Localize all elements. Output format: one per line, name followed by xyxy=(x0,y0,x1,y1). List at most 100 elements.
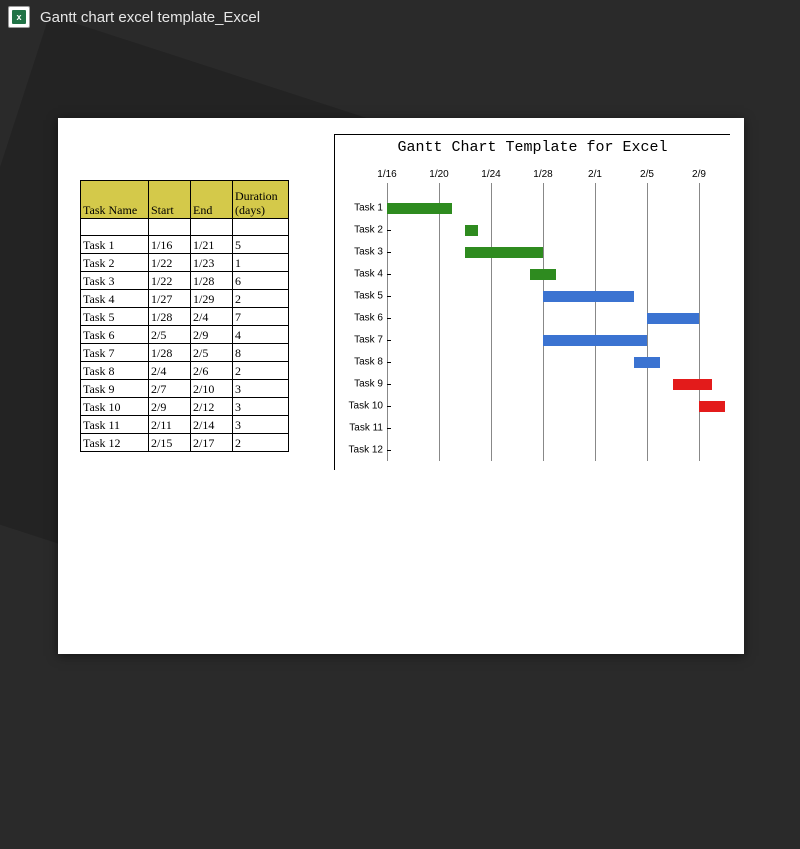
cell[interactable]: 3 xyxy=(233,416,289,434)
cell[interactable]: 1/28 xyxy=(191,272,233,290)
gantt-bar xyxy=(699,401,725,412)
y-tick-mark xyxy=(387,428,391,429)
cell[interactable]: 3 xyxy=(233,398,289,416)
x-tick-label: 2/1 xyxy=(588,169,602,180)
cell[interactable]: 2/5 xyxy=(191,344,233,362)
cell[interactable]: 2/9 xyxy=(149,398,191,416)
cell[interactable]: 2/10 xyxy=(191,380,233,398)
cell[interactable]: Task 6 xyxy=(81,326,149,344)
cell[interactable]: Task 8 xyxy=(81,362,149,380)
cell[interactable] xyxy=(149,219,191,236)
y-tick-label: Task 11 xyxy=(349,423,383,434)
cell[interactable]: Task 4 xyxy=(81,290,149,308)
cell[interactable]: Task 2 xyxy=(81,254,149,272)
cell[interactable]: 2 xyxy=(233,290,289,308)
cell[interactable]: Task 3 xyxy=(81,272,149,290)
table-empty-row xyxy=(81,219,289,236)
y-tick-label: Task 3 xyxy=(354,247,383,258)
cell[interactable] xyxy=(191,219,233,236)
cell[interactable]: 2/17 xyxy=(191,434,233,452)
cell[interactable]: 2/12 xyxy=(191,398,233,416)
col-duration[interactable]: Duration (days) xyxy=(233,181,289,219)
cell[interactable]: 5 xyxy=(233,236,289,254)
y-tick-label: Task 10 xyxy=(349,401,383,412)
chart-plot-area xyxy=(387,197,725,461)
y-tick-mark xyxy=(387,450,391,451)
cell[interactable]: Task 9 xyxy=(81,380,149,398)
cell[interactable]: 6 xyxy=(233,272,289,290)
cell[interactable]: 1/22 xyxy=(149,254,191,272)
table-row: Task 11/161/215 xyxy=(81,236,289,254)
cell[interactable]: 1/29 xyxy=(191,290,233,308)
y-tick-mark xyxy=(387,318,391,319)
table-row: Task 31/221/286 xyxy=(81,272,289,290)
gantt-chart: Gantt Chart Template for Excel 1/161/201… xyxy=(334,134,730,470)
cell[interactable]: Task 1 xyxy=(81,236,149,254)
gantt-bar xyxy=(465,225,478,236)
table-row: Task 122/152/172 xyxy=(81,434,289,452)
cell[interactable]: Task 12 xyxy=(81,434,149,452)
cell[interactable]: 2/11 xyxy=(149,416,191,434)
cell[interactable]: 4 xyxy=(233,326,289,344)
table-row: Task 102/92/123 xyxy=(81,398,289,416)
cell[interactable]: 1/27 xyxy=(149,290,191,308)
y-tick-label: Task 12 xyxy=(349,445,383,456)
table-row: Task 41/271/292 xyxy=(81,290,289,308)
cell[interactable]: 1/28 xyxy=(149,344,191,362)
col-start[interactable]: Start xyxy=(149,181,191,219)
y-tick-label: Task 2 xyxy=(354,225,383,236)
cell[interactable]: 2/4 xyxy=(149,362,191,380)
table-row: Task 51/282/47 xyxy=(81,308,289,326)
x-tick-label: 2/5 xyxy=(640,169,654,180)
y-tick-mark xyxy=(387,362,391,363)
cell[interactable]: 8 xyxy=(233,344,289,362)
y-tick-label: Task 4 xyxy=(354,269,383,280)
table-header-row: Task Name Start End Duration (days) xyxy=(81,181,289,219)
cell[interactable] xyxy=(233,219,289,236)
col-task-name[interactable]: Task Name xyxy=(81,181,149,219)
cell[interactable]: 2 xyxy=(233,362,289,380)
cell[interactable]: 2/6 xyxy=(191,362,233,380)
cell[interactable]: Task 5 xyxy=(81,308,149,326)
cell[interactable]: 2/9 xyxy=(191,326,233,344)
cell[interactable]: 2/14 xyxy=(191,416,233,434)
table-row: Task 21/221/231 xyxy=(81,254,289,272)
table-row: Task 71/282/58 xyxy=(81,344,289,362)
cell[interactable] xyxy=(81,219,149,236)
cell[interactable]: 1/22 xyxy=(149,272,191,290)
cell[interactable]: 2/7 xyxy=(149,380,191,398)
gantt-bar xyxy=(673,379,712,390)
cell[interactable]: 7 xyxy=(233,308,289,326)
y-tick-label: Task 8 xyxy=(354,357,383,368)
cell[interactable]: 2/15 xyxy=(149,434,191,452)
chart-title: Gantt Chart Template for Excel xyxy=(335,139,730,156)
cell[interactable]: 2/4 xyxy=(191,308,233,326)
window-title: Gantt chart excel template_Excel xyxy=(40,9,260,26)
cell[interactable]: Task 10 xyxy=(81,398,149,416)
gantt-bar xyxy=(543,291,634,302)
table-row: Task 92/72/103 xyxy=(81,380,289,398)
table-row: Task 62/52/94 xyxy=(81,326,289,344)
cell[interactable]: 1/28 xyxy=(149,308,191,326)
cell[interactable]: 1/21 xyxy=(191,236,233,254)
table-row: Task 112/112/143 xyxy=(81,416,289,434)
y-tick-mark xyxy=(387,230,391,231)
chart-y-axis: Task 1Task 2Task 3Task 4Task 5Task 6Task… xyxy=(335,197,385,461)
y-tick-label: Task 7 xyxy=(354,335,383,346)
y-tick-mark xyxy=(387,406,391,407)
cell[interactable]: Task 7 xyxy=(81,344,149,362)
gantt-bar xyxy=(465,247,543,258)
cell[interactable]: Task 11 xyxy=(81,416,149,434)
window-titlebar: x Gantt chart excel template_Excel xyxy=(0,0,800,34)
col-end[interactable]: End xyxy=(191,181,233,219)
cell[interactable]: 2/5 xyxy=(149,326,191,344)
y-tick-mark xyxy=(387,252,391,253)
cell[interactable]: 1/23 xyxy=(191,254,233,272)
cell[interactable]: 2 xyxy=(233,434,289,452)
y-tick-mark xyxy=(387,384,391,385)
excel-icon: x xyxy=(8,6,30,28)
cell[interactable]: 3 xyxy=(233,380,289,398)
y-tick-label: Task 1 xyxy=(354,203,383,214)
cell[interactable]: 1 xyxy=(233,254,289,272)
cell[interactable]: 1/16 xyxy=(149,236,191,254)
